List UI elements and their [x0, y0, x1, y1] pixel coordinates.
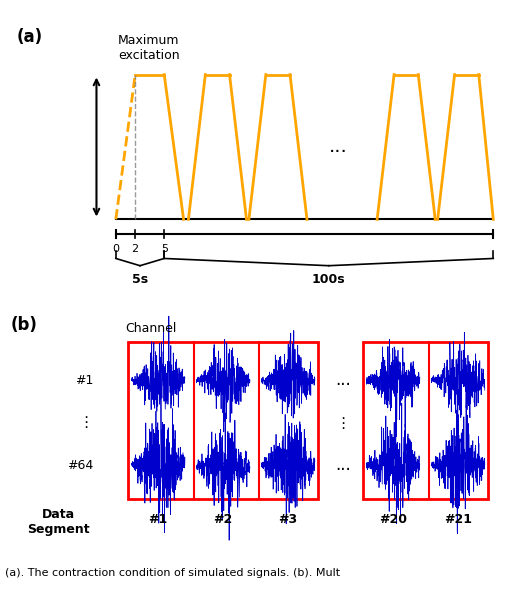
- Text: 5s: 5s: [132, 273, 148, 286]
- Text: (a): (a): [17, 28, 43, 46]
- Text: ...: ...: [329, 138, 348, 157]
- Text: (a). The contraction condition of simulated signals. (b). Mult: (a). The contraction condition of simula…: [5, 569, 340, 578]
- Text: #64: #64: [67, 459, 93, 472]
- Text: ⋮: ⋮: [336, 416, 351, 431]
- Text: 0: 0: [113, 244, 119, 254]
- Text: ...: ...: [335, 371, 351, 389]
- Text: 100s: 100s: [312, 273, 346, 286]
- Text: ⋮: ⋮: [78, 414, 93, 429]
- Text: #2: #2: [214, 513, 233, 526]
- Text: Maximum
excitation: Maximum excitation: [118, 34, 180, 62]
- Text: Data
Segment: Data Segment: [27, 508, 89, 536]
- Text: Channel: Channel: [126, 322, 177, 335]
- Text: #20: #20: [379, 513, 407, 526]
- Text: #21: #21: [444, 513, 472, 526]
- Text: #3: #3: [279, 513, 298, 526]
- Text: 2: 2: [132, 244, 139, 254]
- Text: ...: ...: [335, 456, 351, 474]
- Text: #1: #1: [75, 374, 93, 387]
- Text: 5: 5: [161, 244, 168, 254]
- Text: (b): (b): [11, 316, 38, 334]
- Text: #1: #1: [148, 513, 168, 526]
